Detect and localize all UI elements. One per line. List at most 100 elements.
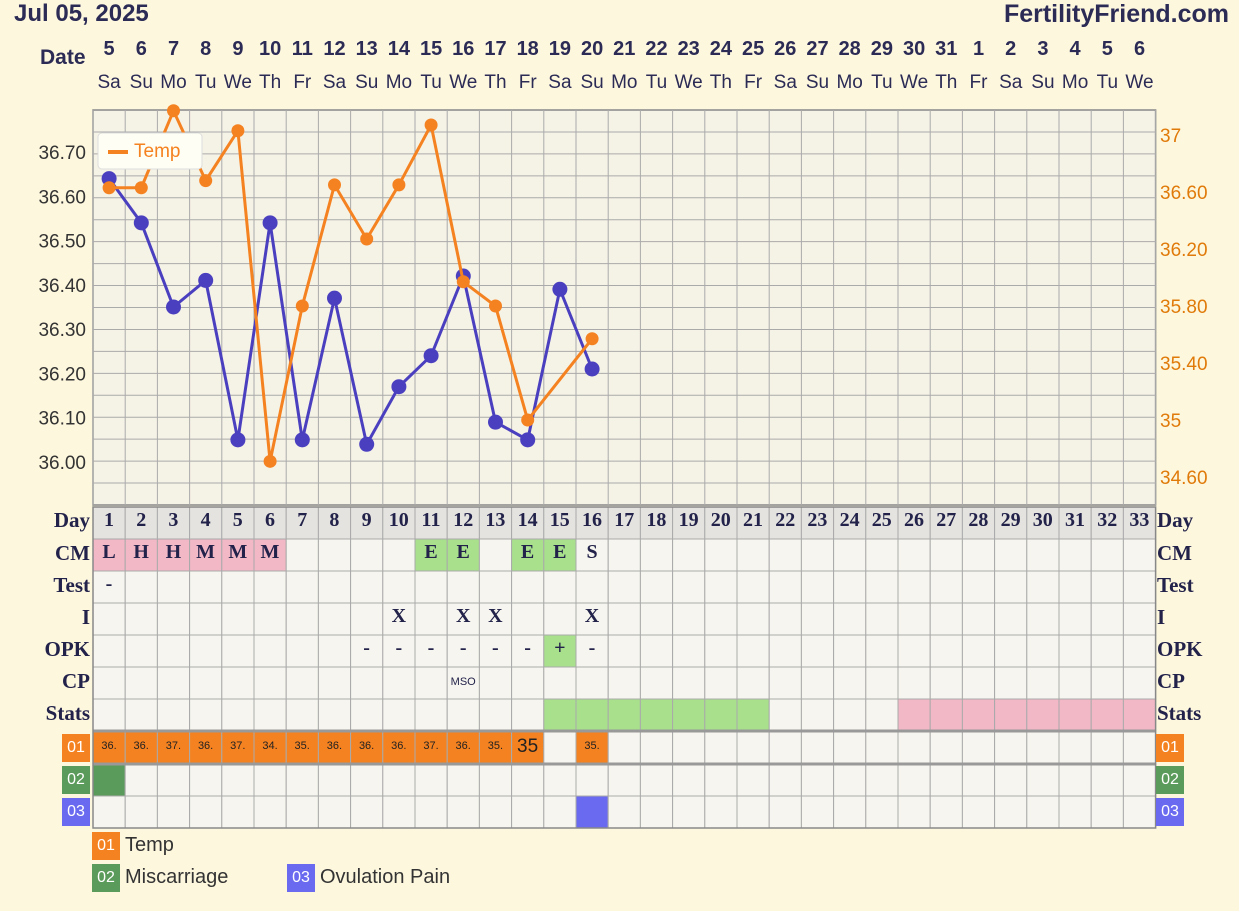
test-cell (221, 570, 255, 604)
left-series-point (101, 171, 117, 187)
weekday-label: We (223, 72, 252, 93)
day-number: 27 (936, 509, 957, 531)
c1-cell (607, 730, 641, 764)
weekday-label: Fr (518, 72, 537, 93)
temp-series-point (167, 104, 180, 118)
day-number: 8 (329, 509, 340, 531)
date-number: 31 (935, 38, 958, 60)
day-cell (1058, 506, 1092, 540)
stats-cell (382, 698, 416, 732)
cp-cell (736, 666, 770, 700)
opk-cell (1090, 634, 1124, 668)
cp-cell (92, 666, 126, 700)
c3-cell (511, 795, 545, 829)
c2-cell (768, 763, 802, 797)
weekday-label: Mo (385, 72, 413, 93)
opk-label-left: OPK (44, 637, 91, 661)
right-axis-tick-label: 35.80 (1160, 297, 1208, 318)
cm-cell (961, 538, 996, 572)
opk-cell (929, 634, 963, 668)
test-cell (253, 570, 287, 604)
cp-cell (1090, 666, 1124, 700)
c3-cell (800, 795, 835, 829)
day-cell (865, 506, 899, 540)
right-axis-tick-label: 35.40 (1160, 354, 1208, 375)
cp-value: MSO (450, 676, 476, 688)
date-number: 22 (645, 38, 668, 60)
cm-cell (511, 538, 545, 572)
site-name[interactable]: FertilityFriend.com (1003, 0, 1229, 28)
i-cell (575, 602, 609, 636)
left-series-point (391, 379, 407, 395)
left-axis-tick-label: 36.60 (38, 187, 86, 208)
temp-cell-value: 36. (326, 740, 343, 752)
cp-cell (156, 666, 191, 700)
c3-cell (833, 795, 867, 829)
i-cell (1026, 602, 1060, 636)
c3-cell (994, 795, 1028, 829)
day-number: 17 (614, 509, 635, 531)
c1-cell (446, 730, 480, 764)
test-cell (994, 570, 1028, 604)
cp-cell (672, 666, 706, 700)
c1-cell (1090, 730, 1124, 764)
c2-cell (350, 763, 384, 797)
weekday-label: Sa (322, 72, 347, 93)
opk-cell (833, 634, 867, 668)
day-number: 23 (807, 509, 828, 531)
day-number: 18 (646, 509, 667, 531)
chart-legend: Temp (97, 132, 203, 170)
opk-cell (865, 634, 899, 668)
cp-cell (221, 666, 255, 700)
test-cell (156, 570, 191, 604)
cm-cell (382, 538, 416, 572)
date-number: 27 (806, 38, 829, 60)
cm-value: E (520, 541, 535, 563)
c3-cell (897, 795, 931, 829)
opk-cell (639, 634, 674, 668)
cm-cell (639, 538, 674, 572)
c2-cell (994, 763, 1028, 797)
cp-cell (124, 666, 158, 700)
cm-cell (414, 538, 448, 572)
left-series-point (262, 215, 278, 231)
left-series-point (488, 414, 503, 430)
test-cell (929, 570, 963, 604)
custom-03-badge-right: 03 (1156, 798, 1184, 826)
cm-value: H (165, 541, 182, 563)
cm-cell (1090, 538, 1124, 572)
i-cell (929, 602, 963, 636)
stats-cell (124, 698, 158, 732)
stats-cell (92, 698, 126, 732)
left-series-point (230, 432, 246, 448)
temp-cell-value: 37. (230, 740, 246, 752)
date-number: 6 (135, 38, 147, 60)
date-number: 10 (258, 38, 282, 60)
cm-cell (897, 538, 931, 572)
test-cell (414, 570, 448, 604)
opk-cell (672, 634, 706, 668)
c3-cell (704, 795, 738, 829)
left-series-point (520, 432, 536, 448)
temp-cell-value: 35. (294, 740, 310, 752)
day-number: 19 (678, 509, 699, 531)
weekday-label: Sa (773, 72, 797, 93)
temp-cell-value: 36. (358, 740, 375, 752)
weekday-label: We (1125, 72, 1154, 93)
weekday-label: Th (484, 72, 507, 93)
cp-cell (994, 666, 1028, 700)
opk-cell (897, 634, 931, 668)
right-axis-tick-label: 35 (1160, 411, 1181, 432)
c1-cell (543, 730, 577, 764)
left-series-point (423, 348, 439, 364)
i-cell (800, 602, 835, 636)
weekday-label: Sa (548, 72, 572, 93)
day-number: 24 (839, 509, 860, 531)
custom-01-badge-right: 01 (1156, 734, 1184, 762)
cm-cell (865, 538, 899, 572)
temp-series-point (521, 413, 535, 427)
cp-cell (189, 666, 223, 700)
opk-cell (189, 634, 223, 668)
legend-temp-label: Temp (125, 834, 174, 856)
opk-cell (961, 634, 996, 668)
